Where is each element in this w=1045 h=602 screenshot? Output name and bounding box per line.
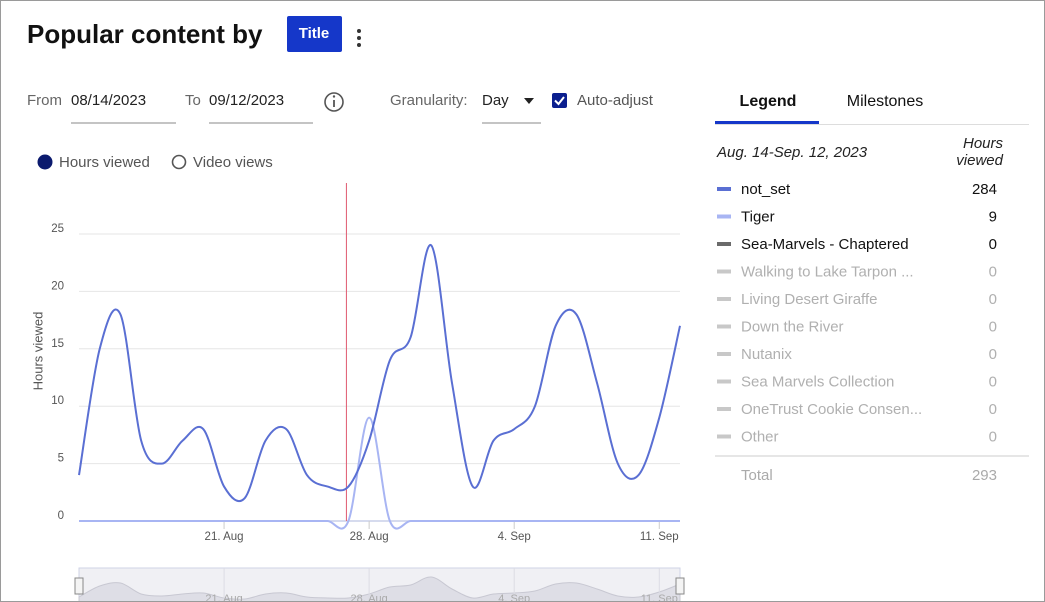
y-axis-title: Hours viewed (30, 312, 45, 391)
x-tick-label: 4. Sep (498, 531, 531, 543)
title-button[interactable]: Title (299, 25, 330, 42)
legend-name[interactable]: not_set (741, 181, 791, 198)
metric-option[interactable]: Hours viewed (59, 154, 150, 171)
auto-adjust-label[interactable]: Auto-adjust (577, 92, 654, 109)
series-line (78, 244, 681, 503)
to-input[interactable]: 09/12/2023 (209, 92, 284, 109)
page-title: Popular content by (27, 19, 263, 49)
legend-name[interactable]: Walking to Lake Tarpon ... (741, 263, 914, 280)
navigator-handle[interactable] (74, 577, 84, 595)
legend-swatch[interactable] (717, 297, 731, 301)
total-label: Total (741, 467, 773, 484)
legend-value: 0 (989, 291, 997, 308)
y-tick-label: 0 (58, 510, 64, 522)
radio[interactable] (171, 154, 187, 170)
to-label: To (185, 92, 201, 109)
navigator-tick-label: 28. Aug (350, 593, 387, 601)
legend-panel: Legend Milestones Aug. 14-Sep. 12, 2023 Hou… (715, 93, 1029, 484)
legend-swatch[interactable] (717, 434, 731, 439)
legend-name[interactable]: Tiger (741, 208, 775, 225)
info-icon[interactable] (324, 92, 344, 112)
metric-option[interactable]: Video views (193, 154, 273, 171)
legend-swatch[interactable] (717, 214, 731, 219)
navigator-area (78, 576, 681, 601)
legend-swatch[interactable] (717, 379, 731, 384)
radio-selected[interactable] (37, 154, 53, 170)
legend-value: 0 (989, 401, 997, 418)
y-tick-label: 25 (51, 223, 64, 235)
granularity-select[interactable]: Day (482, 92, 509, 109)
checkbox-check[interactable] (554, 96, 565, 106)
from-input[interactable]: 08/14/2023 (71, 92, 146, 109)
legend-column-header: Hours (963, 135, 1004, 152)
legend-name[interactable]: OneTrust Cookie Consen... (741, 401, 922, 418)
legend-swatch[interactable] (717, 407, 731, 411)
legend-swatch[interactable] (717, 269, 731, 274)
y-tick-label: 20 (51, 280, 64, 292)
legend-value: 0 (989, 373, 997, 390)
legend-swatch[interactable] (717, 242, 731, 246)
navigator-tick-label: 21. Aug (205, 593, 242, 601)
title-button-bg[interactable] (287, 16, 342, 52)
x-tick-label: 21. Aug (205, 531, 244, 543)
legend-swatch[interactable] (717, 187, 731, 191)
series-line (79, 416, 680, 530)
legend-value: 0 (989, 346, 997, 363)
legend-name[interactable]: Down the River (741, 318, 844, 335)
legend-value: 0 (989, 263, 997, 280)
from-label: From (27, 92, 62, 109)
legend-column-header: viewed (956, 152, 1003, 169)
total-value: 293 (972, 467, 997, 484)
legend-name[interactable]: Nutanix (741, 346, 792, 363)
legend-value: 0 (989, 318, 997, 335)
navigator-handle[interactable] (675, 577, 685, 595)
tab[interactable]: Milestones (847, 93, 923, 110)
checkbox-box[interactable] (552, 93, 567, 108)
legend-name[interactable]: Sea-Marvels - Chaptered (741, 236, 909, 253)
legend-value: 0 (989, 428, 997, 445)
auto-adjust-checkbox[interactable] (552, 93, 567, 108)
legend-value: 9 (989, 208, 997, 225)
y-tick-label: 5 (58, 453, 64, 465)
granularity-label: Granularity: (390, 92, 468, 109)
select-caret[interactable] (524, 98, 534, 104)
legend-value: 284 (972, 181, 997, 198)
x-tick-label: 28. Aug (350, 531, 389, 543)
legend-name[interactable]: Living Desert Giraffe (741, 291, 877, 308)
y-tick-label: 15 (51, 338, 64, 350)
tab[interactable]: Legend (740, 93, 797, 110)
legend-swatch[interactable] (717, 352, 731, 356)
navigator-tick-label: 11. Sep (641, 593, 678, 601)
legend-range: Aug. 14-Sep. 12, 2023 (716, 144, 868, 161)
legend-value: 0 (989, 236, 997, 253)
chart: Hours viewed Video views Hours viewed 0 5 10 1… (30, 154, 685, 601)
x-tick-label: 11. Sep (640, 531, 679, 543)
legend-swatch[interactable] (717, 324, 731, 329)
legend-name[interactable]: Sea Marvels Collection (741, 373, 894, 390)
legend-name[interactable]: Other (741, 428, 779, 445)
more-menu[interactable] (357, 29, 361, 47)
tab-indicator (715, 121, 819, 124)
y-tick-label: 10 (51, 395, 64, 407)
navigator-tick-label: 4. Sep (498, 593, 530, 601)
